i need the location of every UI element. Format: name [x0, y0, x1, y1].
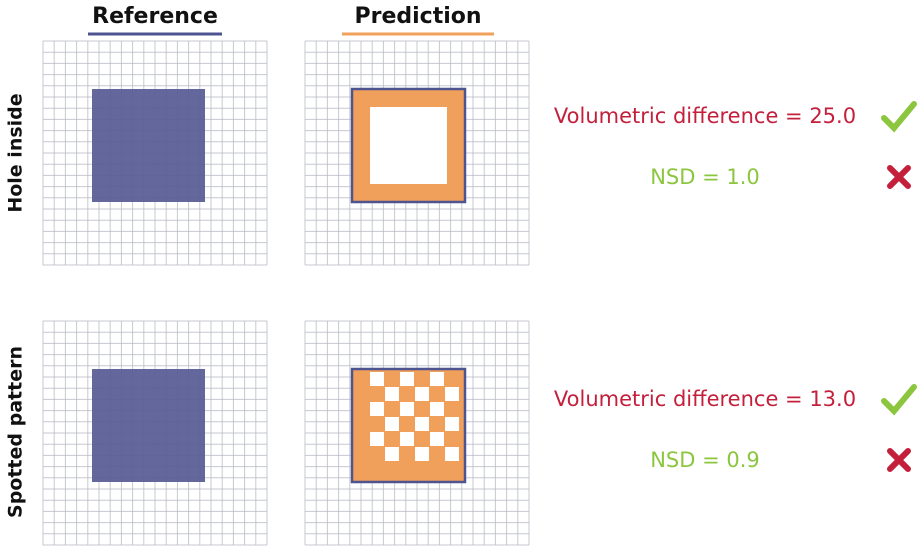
mask-outline — [350, 367, 467, 484]
row-label: Hole inside — [5, 93, 27, 212]
spot — [430, 432, 444, 446]
spot — [430, 372, 444, 386]
spot — [430, 402, 444, 416]
hole — [370, 107, 447, 184]
cross-icon — [887, 448, 911, 472]
spot — [400, 372, 414, 386]
spot — [370, 432, 384, 446]
spot — [400, 432, 414, 446]
spot — [385, 387, 399, 401]
spot — [415, 417, 429, 431]
spot — [370, 372, 384, 386]
metric: Volumetric difference = 25.0 — [554, 104, 856, 128]
metric: Volumetric difference = 13.0 — [554, 387, 856, 411]
metric: NSD = 0.9 — [650, 448, 760, 472]
check-icon — [881, 101, 917, 133]
spot — [370, 402, 384, 416]
reference-mask — [92, 369, 205, 482]
spot — [385, 447, 399, 461]
spot — [385, 417, 399, 431]
cross-icon — [887, 165, 911, 189]
spot — [445, 417, 459, 431]
column-header: Prediction — [354, 4, 481, 29]
spot — [415, 447, 429, 461]
column-header: Reference — [92, 4, 218, 29]
row-label: Spotted pattern — [5, 346, 27, 518]
reference-mask — [92, 89, 205, 202]
spot — [445, 387, 459, 401]
spot — [445, 447, 459, 461]
mask-outline — [350, 87, 467, 204]
spot — [400, 402, 414, 416]
metric: NSD = 1.0 — [650, 165, 760, 189]
spot — [415, 387, 429, 401]
check-icon — [881, 384, 917, 416]
